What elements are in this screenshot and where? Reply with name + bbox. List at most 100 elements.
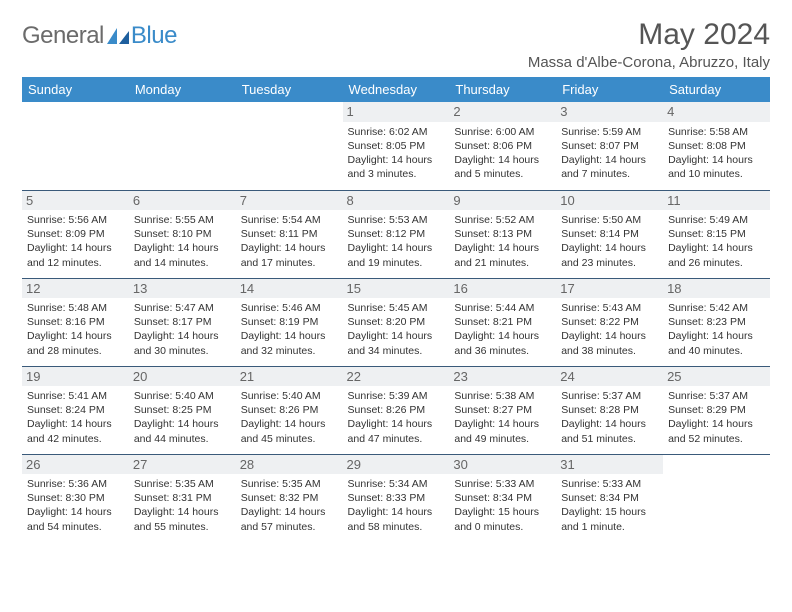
calendar-day-cell: 7Sunrise: 5:54 AMSunset: 8:11 PMDaylight…	[236, 190, 343, 278]
sunset-line: Sunset: 8:17 PM	[134, 315, 231, 329]
sunrise-line: Sunrise: 5:49 AM	[668, 213, 765, 227]
daylight-line: Daylight: 14 hours and 19 minutes.	[348, 241, 445, 269]
daylight-line: Daylight: 14 hours and 52 minutes.	[668, 417, 765, 445]
logo-sail-icon	[107, 28, 129, 44]
daylight-line: Daylight: 14 hours and 44 minutes.	[134, 417, 231, 445]
day-number: 29	[343, 455, 450, 475]
sunrise-line: Sunrise: 5:47 AM	[134, 301, 231, 315]
day-number: 15	[343, 279, 450, 299]
sunset-line: Sunset: 8:12 PM	[348, 227, 445, 241]
sunset-line: Sunset: 8:07 PM	[561, 139, 658, 153]
calendar-day-cell: 16Sunrise: 5:44 AMSunset: 8:21 PMDayligh…	[449, 278, 556, 366]
calendar-week-row: 1Sunrise: 6:02 AMSunset: 8:05 PMDaylight…	[22, 102, 770, 190]
calendar-week-row: 5Sunrise: 5:56 AMSunset: 8:09 PMDaylight…	[22, 190, 770, 278]
sunrise-line: Sunrise: 5:34 AM	[348, 477, 445, 491]
sunset-line: Sunset: 8:21 PM	[454, 315, 551, 329]
day-number: 24	[556, 367, 663, 387]
day-number: 6	[129, 191, 236, 211]
daylight-line: Daylight: 14 hours and 32 minutes.	[241, 329, 338, 357]
calendar-day-cell: 19Sunrise: 5:41 AMSunset: 8:24 PMDayligh…	[22, 366, 129, 454]
daylight-line: Daylight: 14 hours and 47 minutes.	[348, 417, 445, 445]
sunset-line: Sunset: 8:13 PM	[454, 227, 551, 241]
sunrise-line: Sunrise: 5:38 AM	[454, 389, 551, 403]
sunset-line: Sunset: 8:34 PM	[561, 491, 658, 505]
calendar-day-cell: 9Sunrise: 5:52 AMSunset: 8:13 PMDaylight…	[449, 190, 556, 278]
sunrise-line: Sunrise: 5:35 AM	[241, 477, 338, 491]
day-number: 19	[22, 367, 129, 387]
daylight-line: Daylight: 14 hours and 5 minutes.	[454, 153, 551, 181]
sunrise-line: Sunrise: 5:48 AM	[27, 301, 124, 315]
sunset-line: Sunset: 8:23 PM	[668, 315, 765, 329]
sunset-line: Sunset: 8:27 PM	[454, 403, 551, 417]
daylight-line: Daylight: 15 hours and 0 minutes.	[454, 505, 551, 533]
sunrise-line: Sunrise: 5:33 AM	[561, 477, 658, 491]
daylight-line: Daylight: 14 hours and 28 minutes.	[27, 329, 124, 357]
calendar-day-cell: 3Sunrise: 5:59 AMSunset: 8:07 PMDaylight…	[556, 102, 663, 190]
sunrise-line: Sunrise: 5:37 AM	[668, 389, 765, 403]
sunrise-line: Sunrise: 5:35 AM	[134, 477, 231, 491]
sunrise-line: Sunrise: 5:39 AM	[348, 389, 445, 403]
day-number: 20	[129, 367, 236, 387]
sunset-line: Sunset: 8:05 PM	[348, 139, 445, 153]
daylight-line: Daylight: 14 hours and 57 minutes.	[241, 505, 338, 533]
sunset-line: Sunset: 8:20 PM	[348, 315, 445, 329]
calendar-table: SundayMondayTuesdayWednesdayThursdayFrid…	[22, 77, 770, 542]
calendar-day-cell: 24Sunrise: 5:37 AMSunset: 8:28 PMDayligh…	[556, 366, 663, 454]
logo-text-2: Blue	[131, 22, 177, 50]
sunrise-line: Sunrise: 5:40 AM	[241, 389, 338, 403]
calendar-day-cell: 28Sunrise: 5:35 AMSunset: 8:32 PMDayligh…	[236, 454, 343, 542]
sunrise-line: Sunrise: 5:53 AM	[348, 213, 445, 227]
daylight-line: Daylight: 14 hours and 12 minutes.	[27, 241, 124, 269]
calendar-day-cell: 18Sunrise: 5:42 AMSunset: 8:23 PMDayligh…	[663, 278, 770, 366]
sunrise-line: Sunrise: 5:44 AM	[454, 301, 551, 315]
calendar-day-cell: 17Sunrise: 5:43 AMSunset: 8:22 PMDayligh…	[556, 278, 663, 366]
logo: General Blue	[22, 18, 177, 50]
day-number: 8	[343, 191, 450, 211]
sunrise-line: Sunrise: 5:45 AM	[348, 301, 445, 315]
calendar-day-cell: 22 Sunrise: 5:39 AMSunset: 8:26 PMDayligh…	[343, 366, 450, 454]
daylight-line: Daylight: 14 hours and 14 minutes.	[134, 241, 231, 269]
sunset-line: Sunset: 8:26 PM	[348, 403, 445, 417]
daylight-line: Daylight: 14 hours and 21 minutes.	[454, 241, 551, 269]
calendar-week-row: 26 Sunrise: 5:36 AMSunset: 8:30 PM Dayligh…	[22, 454, 770, 542]
day-number: 12	[22, 279, 129, 299]
calendar-day-cell: 31Sunrise: 5:33 AMSunset: 8:34 PMDayligh…	[556, 454, 663, 542]
sunset-line: Sunset: 8:19 PM	[241, 315, 338, 329]
calendar-day-cell: 13Sunrise: 5:47 AMSunset: 8:17 PMDayligh…	[129, 278, 236, 366]
day-number: 7	[236, 191, 343, 211]
weekday-header: Saturday	[663, 77, 770, 102]
calendar-day-cell: 30Sunrise: 5:33 AMSunset: 8:34 PMDayligh…	[449, 454, 556, 542]
sunrise-line: Sunrise: 5:52 AM	[454, 213, 551, 227]
sunset-line: Sunset: 8:32 PM	[241, 491, 338, 505]
day-number: 27	[129, 455, 236, 475]
day-number: 2	[449, 102, 556, 122]
day-number: 21	[236, 367, 343, 387]
sunset-line: Sunset: 8:30 PM	[27, 491, 124, 505]
sunrise-line: Sunrise: 5:56 AM	[27, 213, 124, 227]
day-number: 26	[22, 455, 129, 475]
daylight-line: Daylight: 14 hours and 23 minutes.	[561, 241, 658, 269]
logo-text-1: General	[22, 22, 104, 50]
sunset-line: Sunset: 8:31 PM	[134, 491, 231, 505]
calendar-day-cell: 4Sunrise: 5:58 AMSunset: 8:08 PMDaylight…	[663, 102, 770, 190]
sunrise-line: Sunrise: 5:54 AM	[241, 213, 338, 227]
day-number: 22	[343, 367, 450, 387]
calendar-day-cell: 1Sunrise: 6:02 AMSunset: 8:05 PMDaylight…	[343, 102, 450, 190]
daylight-line: Daylight: 14 hours and 40 minutes.	[668, 329, 765, 357]
weekday-header: Sunday	[22, 77, 129, 102]
day-number: 16	[449, 279, 556, 299]
sunrise-line: Sunrise: 5:36 AM	[27, 477, 124, 491]
calendar-day-cell: 5Sunrise: 5:56 AMSunset: 8:09 PMDaylight…	[22, 190, 129, 278]
sunset-line: Sunset: 8:29 PM	[668, 403, 765, 417]
daylight-line: Daylight: 14 hours and 55 minutes.	[134, 505, 231, 533]
day-number: 14	[236, 279, 343, 299]
daylight-line: Daylight: 14 hours and 42 minutes.	[27, 417, 124, 445]
calendar-day-cell: 27 Sunrise: 5:35 AMSunset: 8:31 PMDayligh…	[129, 454, 236, 542]
calendar-day-cell: 25Sunrise: 5:37 AMSunset: 8:29 PMDayligh…	[663, 366, 770, 454]
calendar-header-row: SundayMondayTuesdayWednesdayThursdayFrid…	[22, 77, 770, 102]
daylight-line: Daylight: 14 hours and 10 minutes.	[668, 153, 765, 181]
sunset-line: Sunset: 8:33 PM	[348, 491, 445, 505]
calendar-day-cell	[663, 454, 770, 542]
daylight-line: Daylight: 14 hours and 34 minutes.	[348, 329, 445, 357]
calendar-day-cell: 2Sunrise: 6:00 AMSunset: 8:06 PMDaylight…	[449, 102, 556, 190]
